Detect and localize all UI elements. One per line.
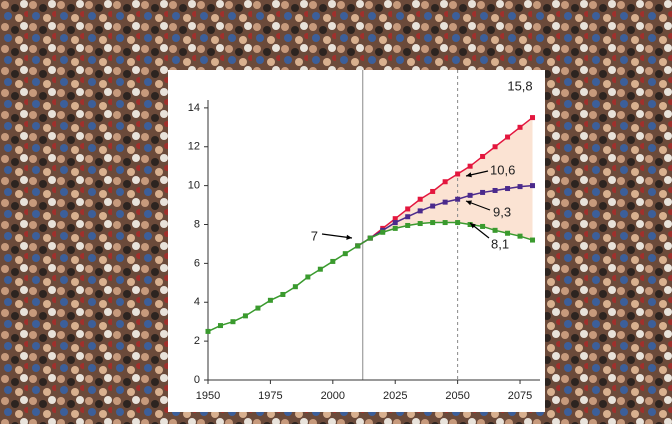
point [405,214,410,219]
annotation: 8,1 [491,236,509,251]
x-tick-label: 2075 [508,390,532,402]
point [530,183,535,188]
point [505,135,510,140]
annotation: 15,8 [507,78,532,93]
point [455,220,460,225]
chart-panel [168,70,545,412]
point [518,184,523,189]
point [505,231,510,236]
point [255,306,260,311]
point [430,204,435,209]
y-tick-label: 10 [188,180,200,192]
point [393,220,398,225]
point [230,319,235,324]
annotation: 9,3 [493,204,511,219]
y-tick-label: 4 [194,296,200,308]
x-tick-label: 2000 [321,390,345,402]
point [418,208,423,213]
point [268,298,273,303]
x-tick-label: 1975 [258,390,282,402]
point [393,226,398,231]
point [430,220,435,225]
point [493,228,498,233]
point [480,224,485,229]
point [305,274,310,279]
y-tick-label: 2 [194,335,200,347]
point [468,164,473,169]
x-tick-label: 2050 [445,390,469,402]
page: 0 2 4 6 8 10 12 14 1950 1975 2000 2025 2050 2075 15,8 1… [0,0,672,424]
point [493,144,498,149]
point [455,197,460,202]
point [218,323,223,328]
point [443,179,448,184]
point [530,115,535,120]
point [468,193,473,198]
annotation: 7 [311,228,318,243]
point [405,223,410,228]
point [418,197,423,202]
point [443,220,448,225]
point [443,200,448,205]
point [355,243,360,248]
point [330,259,335,264]
x-tick-label: 1950 [196,390,220,402]
point [343,251,348,256]
annotation: 10,6 [490,162,515,177]
point [518,125,523,130]
point [505,186,510,191]
point [243,313,248,318]
y-tick-label: 6 [194,257,200,269]
y-tick-label: 12 [188,141,200,153]
point [206,329,211,334]
y-tick-label: 8 [194,218,200,230]
point [318,267,323,272]
x-tick-label: 2025 [383,390,407,402]
point [380,230,385,235]
point [280,292,285,297]
point [455,171,460,176]
point [480,154,485,159]
point [518,234,523,239]
point [418,221,423,226]
point [430,189,435,194]
y-tick-label: 0 [194,374,200,386]
point [493,188,498,193]
y-tick-label: 14 [188,102,200,114]
point [530,238,535,243]
point [368,236,373,241]
point [293,284,298,289]
point [480,190,485,195]
point [405,206,410,211]
